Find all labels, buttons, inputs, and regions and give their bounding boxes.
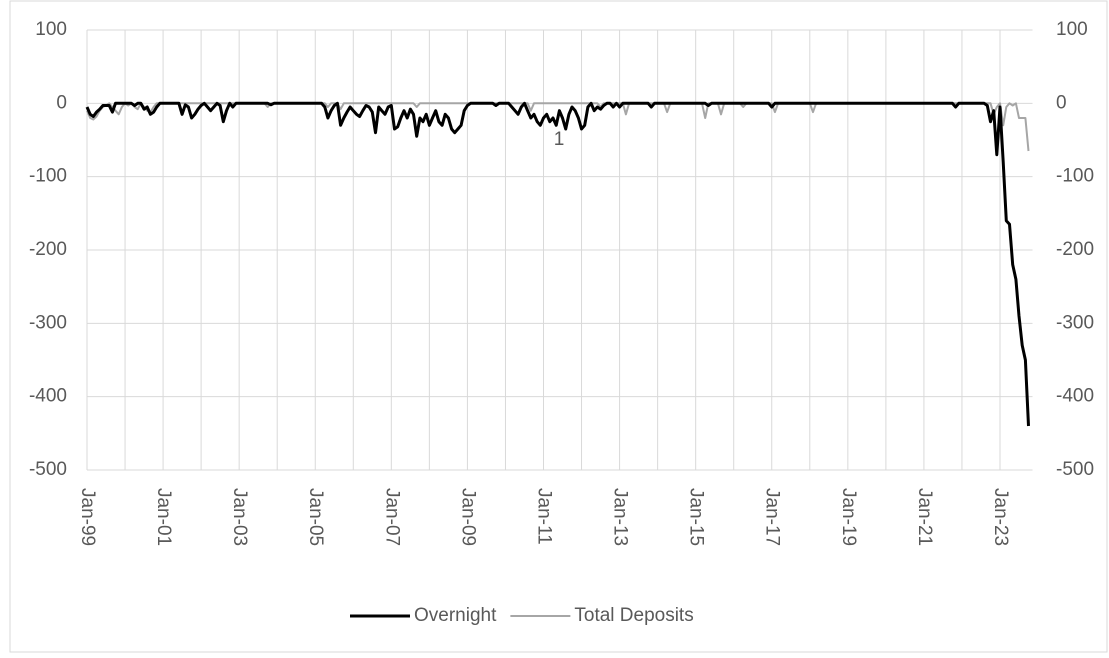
x-tick-label: Jan-13 xyxy=(610,488,631,546)
y2-tick-label: -300 xyxy=(1056,312,1094,333)
x-tick-label: Jan-23 xyxy=(990,488,1011,546)
x-tick-label: Jan-21 xyxy=(914,488,935,546)
y-tick-label: 0 xyxy=(56,92,67,113)
y2-tick-label: -100 xyxy=(1056,166,1094,187)
y2-tick-label: -400 xyxy=(1056,386,1094,407)
y-tick-label: -300 xyxy=(29,312,67,333)
x-tick-label: Jan-15 xyxy=(686,488,707,546)
legend-label: Total Deposits xyxy=(574,605,693,626)
x-tick-label: Jan-03 xyxy=(229,488,250,546)
x-tick-label: Jan-17 xyxy=(762,488,783,546)
y-tick-label: 100 xyxy=(35,19,67,40)
x-tick-label: Jan-99 xyxy=(77,488,98,546)
x-tick-label: Jan-19 xyxy=(838,488,859,546)
x-tick-label: Jan-07 xyxy=(381,488,402,546)
x-tick-label: Jan-09 xyxy=(457,488,478,546)
annotation: 1 xyxy=(554,129,565,150)
y2-tick-label: 0 xyxy=(1056,92,1067,113)
y-tick-label: -400 xyxy=(29,386,67,407)
y2-tick-label: 100 xyxy=(1056,19,1088,40)
y2-tick-label: -500 xyxy=(1056,459,1094,480)
y2-tick-label: -200 xyxy=(1056,239,1094,260)
line-series xyxy=(85,101,1030,427)
legend-label: Overnight xyxy=(414,605,497,626)
x-tick-label: Jan-05 xyxy=(305,488,326,546)
y-tick-label: -100 xyxy=(29,166,67,187)
chart-frame xyxy=(9,0,1108,653)
y-tick-label: -500 xyxy=(29,459,67,480)
x-tick-label: Jan-01 xyxy=(153,488,174,546)
x-tick-label: Jan-11 xyxy=(533,488,554,545)
y-tick-label: -200 xyxy=(29,239,67,260)
